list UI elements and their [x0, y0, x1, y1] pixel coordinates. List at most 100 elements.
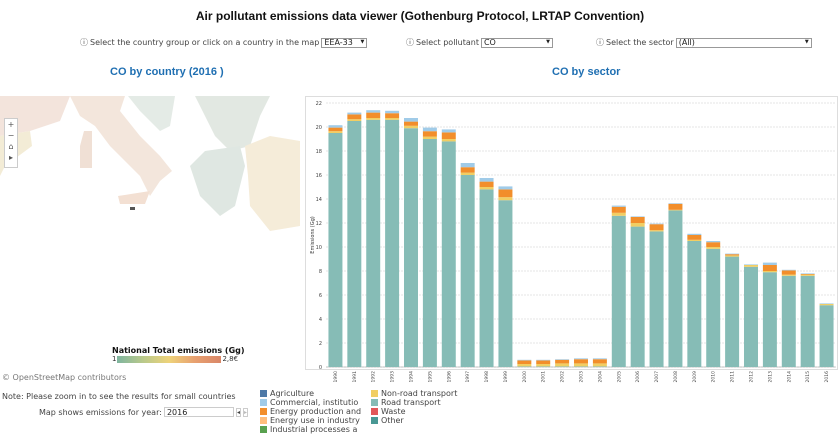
- bar-segment[interactable]: [574, 363, 588, 367]
- bar-segment[interactable]: [479, 181, 494, 187]
- bar-segment[interactable]: [800, 273, 815, 274]
- bar-segment[interactable]: [422, 136, 437, 139]
- bar-segment[interactable]: [517, 366, 532, 367]
- bar-segment[interactable]: [517, 360, 532, 364]
- info-icon[interactable]: ⓘ: [596, 38, 604, 47]
- home-icon[interactable]: ⌂: [8, 142, 14, 151]
- bar-segment[interactable]: [819, 303, 834, 304]
- bar-segment[interactable]: [592, 363, 607, 367]
- bar-segment[interactable]: [781, 269, 796, 271]
- bar-segment[interactable]: [555, 359, 570, 360]
- legend-item[interactable]: Industrial processes a: [260, 425, 363, 434]
- bar-segment[interactable]: [366, 110, 381, 113]
- bar-segment[interactable]: [498, 186, 513, 190]
- bar-segment[interactable]: [706, 242, 721, 247]
- bar-segment[interactable]: [668, 210, 683, 367]
- bar-segment[interactable]: [687, 233, 702, 235]
- bar-segment[interactable]: [517, 359, 532, 361]
- bar-segment[interactable]: [611, 215, 626, 367]
- legend-item[interactable]: Road transport: [371, 398, 474, 407]
- bar-segment[interactable]: [649, 223, 664, 225]
- legend-item[interactable]: Agriculture: [260, 389, 363, 398]
- legend-item[interactable]: Non-road transport: [371, 389, 474, 398]
- bar-segment[interactable]: [555, 359, 570, 364]
- bar-segment[interactable]: [479, 187, 494, 190]
- info-icon[interactable]: ⓘ: [80, 38, 88, 47]
- bar-segment[interactable]: [328, 125, 343, 128]
- bar-segment[interactable]: [460, 167, 475, 173]
- bar-segment[interactable]: [555, 366, 570, 367]
- bar-segment[interactable]: [422, 139, 437, 367]
- legend-item[interactable]: Energy production and: [260, 407, 363, 416]
- bar-segment[interactable]: [592, 358, 607, 360]
- bar-segment[interactable]: [498, 189, 513, 198]
- bar-segment[interactable]: [385, 110, 400, 114]
- bar-segment[interactable]: [328, 133, 343, 367]
- bar-segment[interactable]: [706, 247, 721, 249]
- country-map[interactable]: [0, 96, 300, 340]
- zoom-out-button[interactable]: −: [7, 131, 15, 140]
- bar-segment[interactable]: [592, 366, 607, 367]
- year-input[interactable]: 2016: [163, 407, 234, 417]
- bar-segment[interactable]: [706, 241, 721, 243]
- bar-segment[interactable]: [441, 132, 456, 139]
- bar-segment[interactable]: [347, 119, 362, 121]
- bar-segment[interactable]: [460, 172, 475, 175]
- bar-segment[interactable]: [404, 128, 418, 367]
- play-icon[interactable]: ▸: [8, 153, 13, 162]
- bar-segment[interactable]: [536, 366, 551, 367]
- bar-segment[interactable]: [422, 127, 437, 132]
- legend-item[interactable]: Other: [371, 416, 474, 425]
- bar-segment[interactable]: [328, 131, 343, 133]
- bar-segment[interactable]: [762, 262, 777, 265]
- bar-segment[interactable]: [762, 272, 777, 367]
- bar-segment[interactable]: [762, 271, 777, 273]
- pollutant-select[interactable]: CO ▼: [480, 37, 553, 48]
- bar-segment[interactable]: [725, 256, 740, 367]
- bar-segment[interactable]: [328, 127, 343, 132]
- bar-segment[interactable]: [706, 248, 721, 367]
- country-group-select[interactable]: EEA-33 ▼: [321, 37, 368, 48]
- bar-segment[interactable]: [611, 206, 626, 213]
- bar-segment[interactable]: [385, 119, 400, 367]
- bar-segment[interactable]: [744, 266, 758, 367]
- info-icon[interactable]: ⓘ: [406, 38, 414, 47]
- bar-segment[interactable]: [781, 274, 796, 276]
- legend-item[interactable]: Commercial, institutio: [260, 398, 363, 407]
- bar-segment[interactable]: [781, 270, 796, 275]
- bar-segment[interactable]: [687, 235, 702, 240]
- bar-segment[interactable]: [479, 189, 494, 367]
- bar-segment[interactable]: [725, 254, 740, 256]
- bar-segment[interactable]: [630, 223, 645, 227]
- bar-segment[interactable]: [404, 118, 418, 122]
- bar-segment[interactable]: [800, 274, 815, 276]
- bar-segment[interactable]: [744, 265, 758, 267]
- bar-segment[interactable]: [404, 125, 418, 129]
- bar-segment[interactable]: [611, 205, 626, 207]
- bar-segment[interactable]: [517, 364, 532, 367]
- bar-segment[interactable]: [668, 209, 683, 211]
- bar-segment[interactable]: [687, 241, 702, 367]
- bar-segment[interactable]: [725, 255, 740, 257]
- bar-segment[interactable]: [366, 119, 381, 367]
- bar-segment[interactable]: [385, 113, 400, 118]
- bar-segment[interactable]: [347, 114, 362, 120]
- bar-segment[interactable]: [630, 217, 645, 223]
- bar-segment[interactable]: [800, 275, 815, 367]
- bar-segment[interactable]: [781, 275, 796, 367]
- bar-segment[interactable]: [668, 203, 683, 204]
- bar-segment[interactable]: [762, 265, 777, 271]
- bar-segment[interactable]: [347, 121, 362, 367]
- bar-segment[interactable]: [366, 118, 381, 120]
- legend-item[interactable]: Waste: [371, 407, 474, 416]
- bar-segment[interactable]: [385, 118, 400, 120]
- legend-item[interactable]: Energy use in industry: [260, 416, 363, 425]
- prev-year-button[interactable]: ◂: [235, 407, 241, 417]
- bar-segment[interactable]: [574, 366, 588, 367]
- bar-segment[interactable]: [441, 141, 456, 367]
- bar-segment[interactable]: [498, 200, 513, 367]
- bar-segment[interactable]: [479, 178, 494, 182]
- bar-segment[interactable]: [441, 139, 456, 142]
- bar-segment[interactable]: [668, 203, 683, 210]
- next-year-button[interactable]: ▸: [242, 407, 248, 417]
